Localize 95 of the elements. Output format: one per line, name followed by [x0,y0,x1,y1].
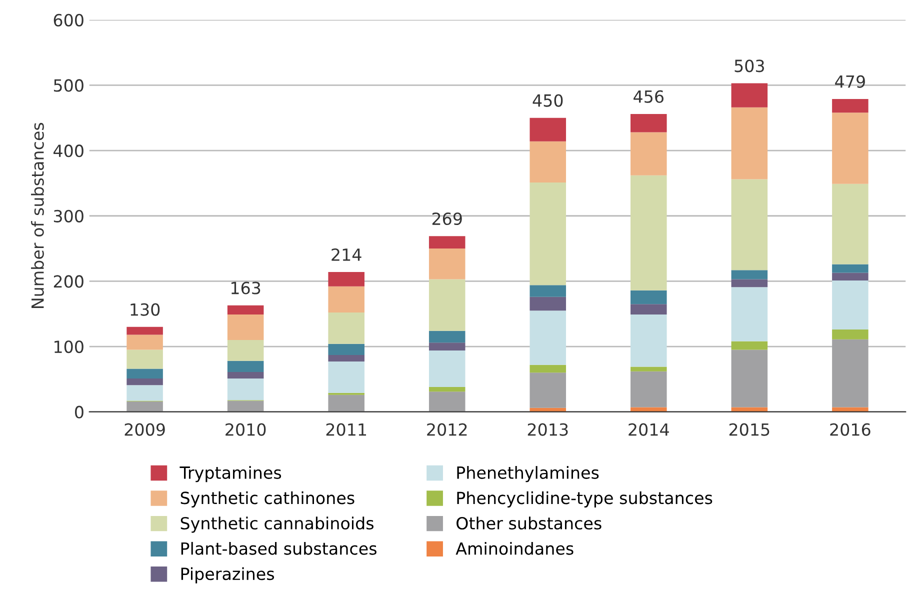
bar [227,378,264,400]
bar [530,310,566,365]
bar [731,287,768,342]
y-axis-title: Number of substances [31,122,44,308]
bar [630,175,667,290]
y-tick-label: 0 [75,406,84,418]
y-tick-label: 100 [54,340,84,354]
legend-label: Synthetic cannabinoids [180,516,374,533]
y-tick-label: 400 [54,144,84,158]
bar [126,334,163,350]
legend-label: Other substances [456,516,602,530]
bar [832,339,868,408]
y-tick-label: 200 [54,275,84,288]
total-label: 269 [432,212,462,226]
bar [630,132,667,176]
bar [227,372,264,379]
y-tick-label: 600 [54,14,84,26]
x-tick-label: 2010 [226,423,266,436]
bar [428,387,466,392]
bar [530,372,566,408]
bar [126,326,163,335]
bar [126,368,163,379]
x-tick-label: 2013 [528,423,568,436]
x-tick-label: 2014 [628,423,669,436]
bar [630,114,667,132]
total-label: 456 [634,90,664,103]
bar [227,360,264,372]
legend-label: Piperazines [181,567,274,584]
total-label: 130 [130,303,160,316]
bar [428,279,466,331]
bar [832,272,868,281]
bar [530,141,566,183]
bar [530,182,566,286]
bar [731,270,768,280]
legend-label: Plant-based substances [181,542,376,555]
bar [530,118,566,142]
bar [731,107,768,180]
bar [530,296,566,311]
bar [328,394,364,412]
bar [530,364,566,373]
bar [227,400,264,412]
x-tick-label: 2011 [326,423,366,436]
legend-label: Phencyclidine-type substances [457,491,712,508]
bar [832,184,868,264]
bar [227,340,264,361]
bar [630,371,667,408]
bar [731,83,768,108]
bar [731,179,768,270]
bar [428,342,466,350]
bar [731,350,768,408]
bar [328,362,364,393]
bar [731,279,768,288]
y-tick-label: 300 [54,210,84,222]
bar [428,236,466,249]
bar [328,312,364,344]
bar [530,408,566,412]
legend-label: Synthetic cathinones [180,491,354,508]
bar [328,344,364,356]
x-tick-label: 2016 [830,423,870,436]
x-tick-label: 2009 [124,423,165,436]
bar [428,330,466,343]
bar [328,355,364,362]
x-tick-label: 2015 [729,423,770,436]
bar [832,330,868,340]
bar [328,286,364,313]
total-label: 479 [835,75,865,88]
total-label: 503 [734,60,764,72]
total-label: 214 [332,248,362,261]
legend-label: Phenethylamines [457,466,599,482]
bar [630,314,667,367]
bar [428,248,466,280]
bar [832,264,868,273]
bar [126,378,163,386]
bar [630,366,667,372]
bar [832,112,868,184]
bar [832,98,868,113]
legend-label: Aminoindanes [456,542,574,555]
bar [428,392,466,412]
bar [530,285,566,297]
x-tick-label: 2012 [427,423,467,436]
bar [630,304,667,315]
bar [731,341,768,350]
bar [832,280,868,330]
bar [227,305,264,315]
bar [126,401,163,412]
bar [630,290,667,304]
total-label: 163 [231,282,260,294]
bar [227,314,264,340]
bar [328,272,364,286]
bar [126,385,163,401]
bar [428,350,466,388]
total-label: 450 [532,94,563,107]
bar [126,350,163,369]
legend-label: Tryptamines [180,466,282,482]
y-tick-label: 500 [54,79,84,92]
